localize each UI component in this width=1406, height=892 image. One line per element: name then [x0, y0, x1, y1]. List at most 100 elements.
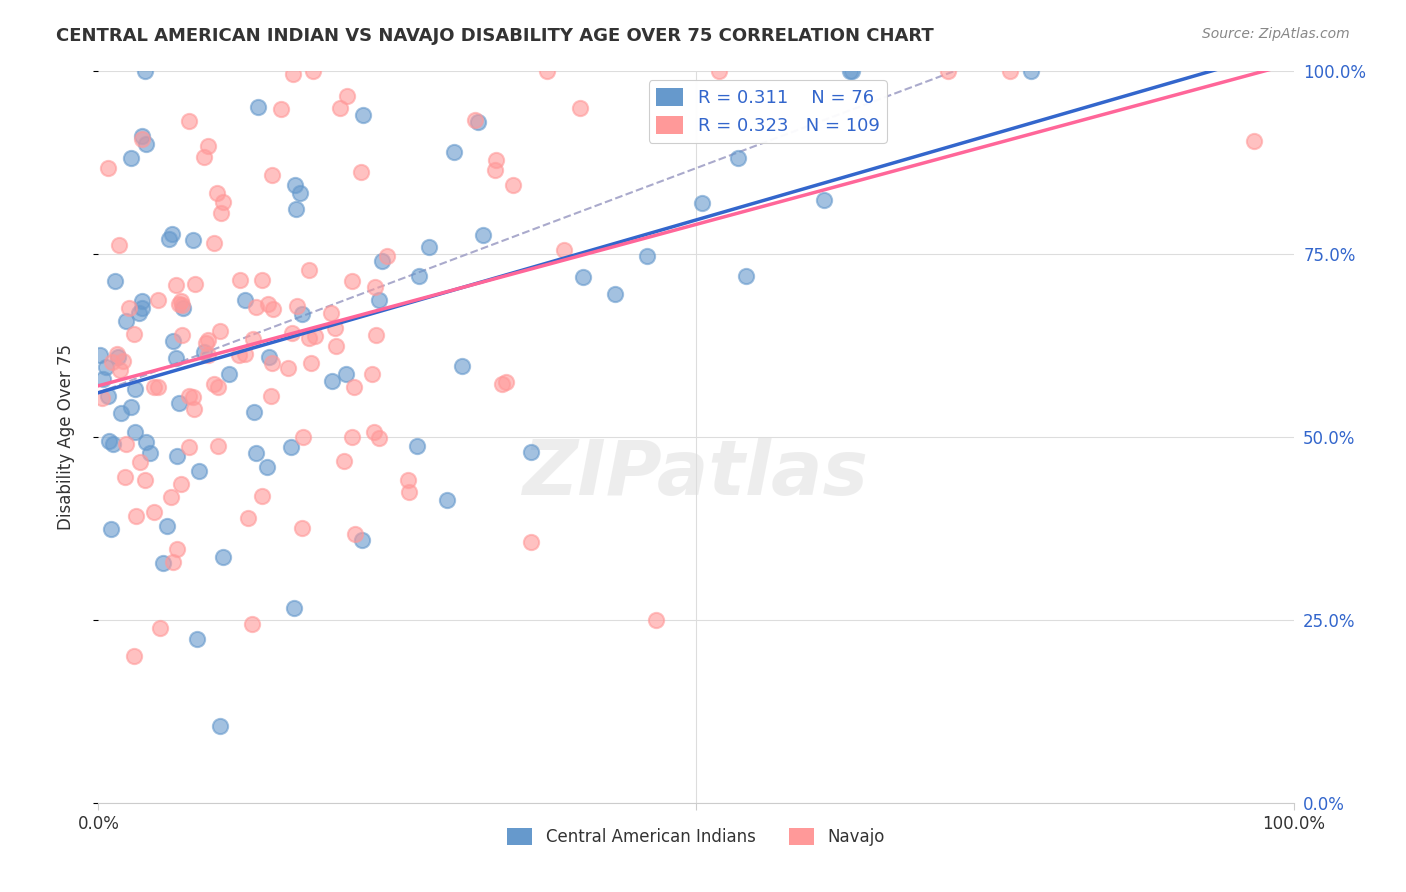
Point [143, 380, 166, 394]
Point [340, 430, 363, 444]
Point [162, 334, 184, 348]
Point [283, 601, 305, 615]
Text: CENTRAL AMERICAN INDIAN VS NAVAJO DISABILITY AGE OVER 75 CORRELATION CHART: CENTRAL AMERICAN INDIAN VS NAVAJO DISABI… [56, 27, 934, 45]
Point [169, 293, 191, 308]
Point [352, 108, 374, 122]
Point [107, 350, 129, 364]
Point [398, 484, 420, 499]
Point [727, 151, 749, 165]
Point [181, 390, 204, 404]
Point [302, 64, 325, 78]
Point [938, 64, 960, 78]
Point [375, 249, 398, 263]
Point [323, 321, 346, 335]
Point [520, 445, 543, 459]
Point [114, 470, 136, 484]
Point [160, 490, 183, 504]
Point [257, 350, 280, 364]
Point [131, 132, 153, 146]
Point [360, 367, 382, 381]
Point [418, 240, 440, 254]
Point [281, 67, 304, 81]
Point [166, 542, 188, 557]
Point [172, 301, 194, 315]
Point [100, 522, 122, 536]
Point [166, 449, 188, 463]
Point [209, 205, 232, 219]
Point [172, 327, 194, 342]
Point [135, 136, 157, 151]
Point [238, 510, 260, 524]
Point [186, 632, 208, 647]
Point [707, 64, 730, 78]
Point [443, 145, 465, 160]
Point [184, 277, 207, 292]
Point [491, 376, 513, 391]
Point [207, 380, 229, 394]
Point [343, 379, 366, 393]
Point [352, 533, 374, 547]
Point [520, 535, 543, 549]
Point [122, 326, 145, 341]
Point [280, 440, 302, 454]
Point [110, 406, 132, 420]
Point [90, 391, 112, 405]
Point [111, 354, 134, 368]
Point [115, 313, 138, 327]
Point [298, 331, 321, 345]
Point [285, 300, 308, 314]
Point [350, 165, 373, 179]
Point [484, 163, 506, 178]
Point [131, 301, 153, 315]
Point [329, 101, 352, 115]
Point [218, 367, 240, 381]
Point [146, 380, 169, 394]
Point [572, 270, 595, 285]
Point [94, 360, 117, 375]
Point [233, 346, 256, 360]
Point [193, 345, 215, 359]
Point [124, 508, 146, 523]
Point [197, 139, 219, 153]
Point [117, 301, 139, 315]
Point [100, 354, 122, 368]
Point [277, 360, 299, 375]
Point [170, 477, 193, 491]
Point [134, 64, 156, 78]
Point [91, 372, 114, 386]
Point [335, 367, 357, 381]
Point [245, 301, 267, 315]
Point [288, 186, 311, 200]
Point [211, 195, 233, 210]
Point [197, 348, 219, 362]
Legend: Central American Indians, Navajo: Central American Indians, Navajo [501, 822, 891, 853]
Point [228, 348, 250, 362]
Point [152, 556, 174, 570]
Point [115, 437, 138, 451]
Point [368, 293, 391, 307]
Point [250, 489, 273, 503]
Point [129, 455, 152, 469]
Point [291, 307, 314, 321]
Point [177, 113, 200, 128]
Point [128, 306, 150, 320]
Point [1243, 134, 1265, 148]
Point [148, 293, 170, 308]
Point [97, 161, 120, 176]
Point [183, 233, 205, 247]
Point [396, 473, 419, 487]
Point [120, 400, 142, 414]
Point [194, 336, 217, 351]
Point [135, 435, 157, 450]
Point [257, 297, 280, 311]
Point [841, 64, 863, 78]
Point [321, 374, 343, 388]
Point [193, 150, 215, 164]
Point [108, 237, 131, 252]
Point [122, 649, 145, 664]
Point [197, 333, 219, 347]
Point [370, 253, 392, 268]
Point [285, 202, 308, 216]
Point [262, 169, 284, 183]
Point [281, 326, 304, 341]
